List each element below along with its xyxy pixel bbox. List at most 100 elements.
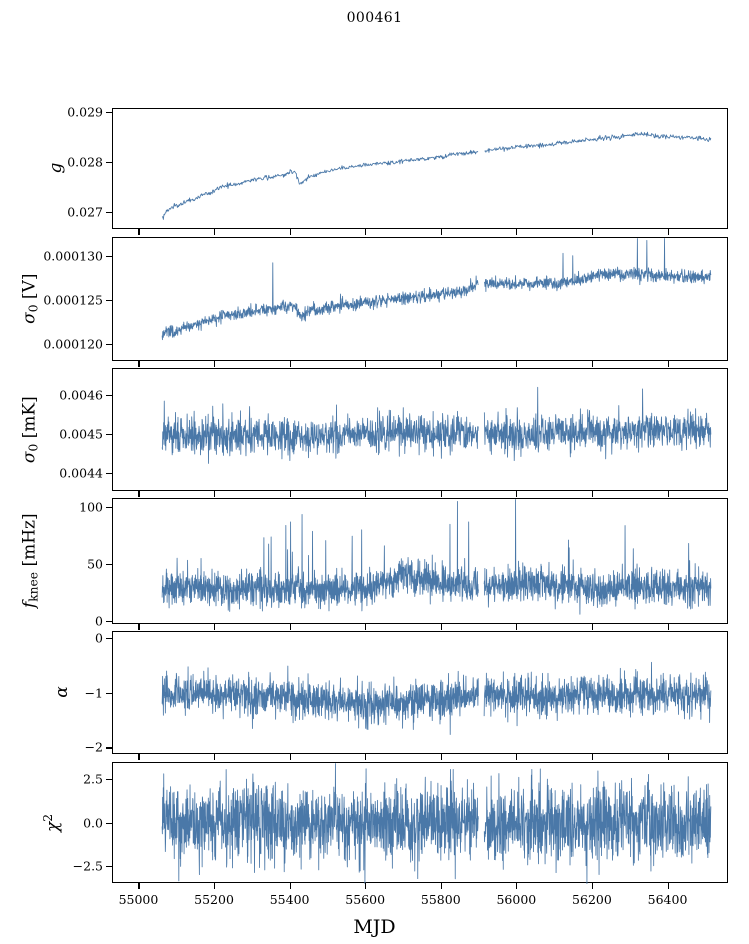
x-tick-mark: [516, 754, 518, 760]
y-tick-mark: [106, 637, 112, 639]
x-tick-mark: [591, 361, 594, 367]
y-tick-label: 0: [95, 630, 103, 646]
y-tick-mark: [106, 822, 112, 824]
plot-panel-f-knee: [112, 498, 729, 625]
x-tick-mark: [289, 624, 291, 630]
x-tick-mark: [138, 491, 140, 497]
y-tick-label: 2.5: [83, 771, 103, 787]
y-axis-label-chi-squared: χ2: [41, 813, 63, 832]
y-tick-label: 0.028: [67, 154, 103, 170]
y-axis-label-sigma0-volts: σ0 [V]: [19, 273, 41, 324]
x-tick-mark: [591, 883, 594, 889]
x-tick-label: 55600: [345, 892, 386, 907]
x-tick-mark: [138, 229, 140, 235]
x-tick-mark: [591, 229, 594, 235]
y-tick-mark: [106, 434, 112, 436]
y-tick-label: 0.000125: [43, 292, 103, 308]
x-tick-mark: [516, 491, 518, 497]
plot-panel-gain: [112, 108, 729, 230]
x-tick-mark: [365, 883, 367, 889]
y-tick-label: 100: [79, 499, 103, 515]
plot-panel-sigma0-millikelvin: [112, 368, 729, 492]
y-tick-mark: [106, 394, 112, 396]
y-tick-mark: [106, 866, 112, 868]
x-tick-mark: [516, 361, 518, 367]
y-tick-mark: [106, 620, 112, 622]
y-tick-mark: [106, 299, 112, 301]
x-tick-mark: [667, 624, 669, 630]
x-tick-label: 55400: [269, 892, 310, 907]
x-tick-mark: [289, 491, 291, 497]
x-tick-mark: [365, 361, 367, 367]
y-tick-mark: [106, 473, 112, 475]
x-tick-mark: [365, 491, 367, 497]
x-tick-mark: [289, 754, 291, 760]
plot-panel-alpha: [112, 631, 729, 755]
x-axis-label: MJD: [353, 916, 396, 938]
x-tick-mark: [289, 361, 291, 367]
y-tick-label: 0.0046: [59, 387, 103, 403]
x-tick-mark: [289, 883, 291, 889]
x-tick-mark: [214, 491, 216, 497]
x-tick-mark: [440, 624, 442, 630]
y-tick-mark: [106, 211, 112, 213]
x-tick-mark: [516, 883, 518, 889]
y-axis-label-gain: g: [46, 162, 66, 173]
x-tick-mark: [440, 883, 442, 889]
x-tick-mark: [591, 624, 594, 630]
series-canvas-gain: [113, 109, 729, 230]
x-tick-mark: [214, 883, 216, 889]
x-tick-mark: [365, 624, 367, 630]
x-tick-mark: [516, 229, 518, 235]
x-tick-mark: [214, 229, 216, 235]
y-tick-mark: [106, 778, 112, 780]
plot-panel-sigma0-volts: [112, 237, 729, 362]
x-tick-label: 56200: [572, 892, 612, 907]
y-axis-label-alpha: α: [52, 685, 72, 698]
y-tick-label: 0.000130: [43, 248, 103, 264]
x-tick-mark: [289, 229, 291, 235]
y-tick-label: 0.000120: [43, 336, 103, 352]
x-tick-mark: [667, 883, 669, 889]
y-tick-mark: [106, 255, 112, 257]
y-tick-mark: [106, 692, 112, 694]
x-tick-mark: [516, 624, 518, 630]
x-tick-mark: [214, 624, 216, 630]
y-tick-label: 0.0044: [59, 465, 103, 481]
y-tick-label: 50: [87, 556, 103, 572]
y-tick-label: −1: [84, 685, 103, 700]
series-canvas-sigma0-millikelvin: [113, 369, 729, 492]
x-tick-label: 55200: [194, 892, 234, 907]
y-tick-mark: [106, 344, 112, 346]
x-tick-label: 56400: [647, 892, 688, 907]
y-axis-label-sigma0-millikelvin: σ0 [mK]: [19, 395, 41, 463]
series-canvas-alpha: [113, 632, 729, 755]
x-tick-mark: [138, 883, 140, 889]
x-tick-mark: [667, 491, 669, 497]
x-tick-label: 55800: [420, 892, 461, 907]
x-tick-mark: [138, 624, 140, 630]
x-tick-mark: [138, 361, 140, 367]
x-tick-mark: [440, 754, 442, 760]
x-tick-mark: [365, 229, 367, 235]
x-tick-label: 56000: [496, 892, 537, 907]
x-tick-mark: [667, 361, 669, 367]
y-tick-label: −2: [84, 739, 103, 755]
y-axis-label-f-knee: fknee [mHz]: [19, 513, 41, 609]
x-tick-mark: [440, 229, 442, 235]
series-canvas-chi-squared: [113, 763, 729, 884]
x-tick-mark: [667, 229, 669, 235]
plot-panel-chi-squared: [112, 762, 729, 884]
y-tick-label: 0.027: [67, 204, 103, 220]
y-tick-mark: [106, 161, 112, 163]
x-tick-label: 55000: [118, 892, 159, 907]
x-tick-mark: [214, 361, 216, 367]
y-tick-mark: [106, 111, 112, 114]
y-tick-label: 0.0: [83, 815, 103, 830]
x-tick-mark: [591, 491, 594, 497]
x-tick-mark: [667, 754, 669, 760]
x-tick-mark: [440, 361, 442, 367]
y-tick-mark: [106, 563, 112, 565]
series-canvas-sigma0-volts: [113, 238, 729, 362]
